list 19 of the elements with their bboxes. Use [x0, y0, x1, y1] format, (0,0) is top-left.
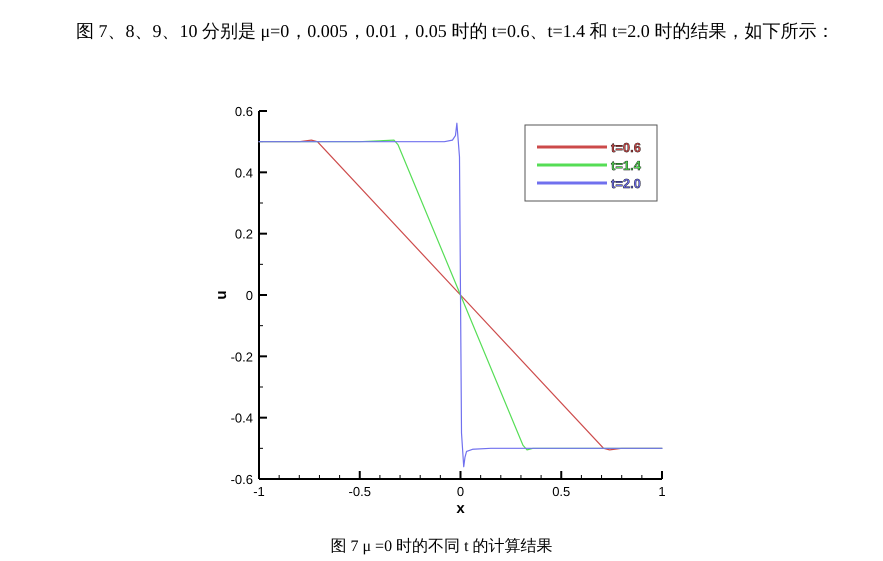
legend-item: t=1.4 [537, 158, 641, 173]
y-axis-title: u [213, 290, 230, 300]
x-tick-label: 1 [658, 484, 666, 499]
legend-item: t=0.6 [537, 140, 641, 155]
x-tick-label: 0 [456, 484, 464, 499]
x-tick-label: -1 [253, 484, 265, 499]
x-tick-label: 0.5 [552, 484, 570, 499]
y-tick-label: 0.2 [234, 226, 253, 242]
y-tick-label: 0.6 [234, 104, 253, 119]
x-axis-title: x [456, 500, 466, 517]
y-tick-label: 0.4 [234, 165, 253, 180]
caption: 图 7 μ =0 时的不同 t 的计算结果 [329, 536, 554, 557]
legend-item: t=2.0 [537, 176, 641, 191]
y-tick-label: 0 [246, 288, 253, 303]
y-tick-label: -0.6 [230, 472, 253, 487]
y-tick-label: -0.4 [230, 410, 253, 426]
chart-title: 图 7、8、9、10 分别是 μ=0，0.005，0.01，0.05 时的 t=0.6、t=1.4 和 t=2.0 时的结果，如下所示： [75, 20, 836, 43]
y-tick-label: -0.2 [230, 349, 253, 364]
x-tick-label: -0.5 [348, 484, 371, 499]
